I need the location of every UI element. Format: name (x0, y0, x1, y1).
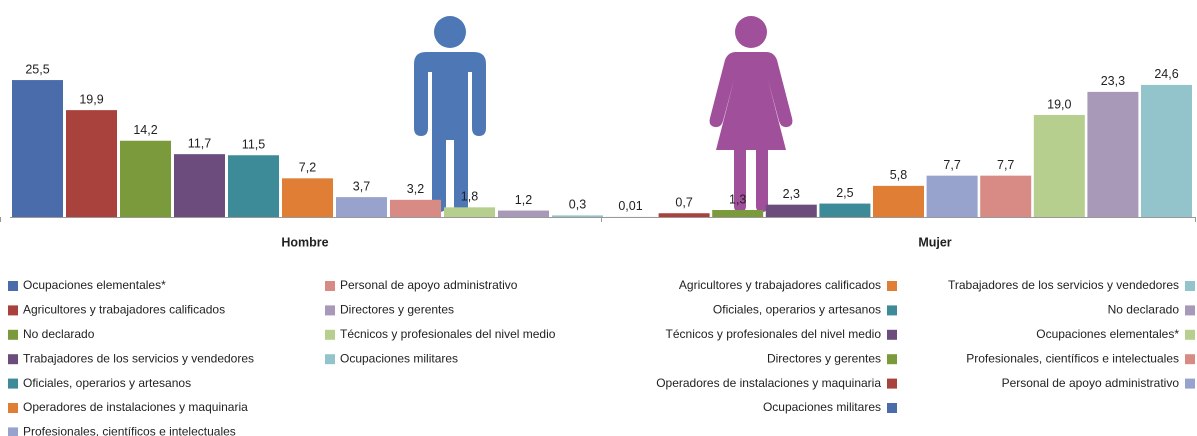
legend-label: Personal de apoyo administrativo (340, 278, 518, 292)
value-label: 14,2 (133, 123, 157, 137)
bar (12, 80, 63, 217)
bar (444, 207, 495, 217)
bar (174, 154, 225, 217)
legend-label: Ocupaciones elementales* (23, 278, 166, 292)
legend-swatch (325, 354, 335, 365)
value-label: 7,7 (943, 158, 960, 172)
panel-title: Mujer (918, 235, 951, 249)
legend-swatch (1185, 378, 1195, 389)
value-label: 25,5 (25, 62, 49, 76)
value-label: 7,2 (299, 161, 316, 175)
legend-label: Trabajadores de los servicios y vendedor… (948, 278, 1179, 292)
value-label: 24,6 (1154, 67, 1178, 81)
value-label: 19,9 (79, 92, 103, 106)
legend-label: Agricultores y trabajadores calificados (679, 278, 881, 292)
bar (552, 215, 603, 217)
legend-label: Oficiales, operarios y artesanos (23, 376, 191, 390)
legend-swatch (8, 403, 18, 413)
legend-swatch (8, 354, 18, 365)
bar (498, 210, 549, 217)
value-label: 1,3 (729, 192, 746, 206)
legend-label: Profesionales, científicos e intelectual… (23, 425, 236, 436)
bar (390, 199, 441, 217)
legend-swatch (325, 329, 335, 340)
legend-label: Profesionales, científicos e intelectual… (966, 351, 1179, 365)
value-label: 11,7 (188, 136, 211, 150)
legend-swatch (887, 378, 897, 389)
value-label: 5,8 (890, 168, 907, 182)
legend-swatch (325, 281, 335, 291)
legend-swatch (1185, 329, 1195, 340)
legend-label: Directores y gerentes (767, 351, 881, 365)
bar (658, 213, 710, 217)
value-label: 11,5 (242, 138, 265, 152)
value-label: 19,0 (1047, 97, 1071, 111)
legend-swatch (1185, 354, 1195, 365)
legend-label: No declarado (23, 327, 95, 341)
bar (66, 110, 117, 217)
value-label: 23,3 (1101, 74, 1125, 88)
legend-label: Ocupaciones militares (340, 351, 458, 365)
value-label: 0,7 (675, 196, 692, 210)
value-label: 2,3 (783, 187, 800, 201)
legend-swatch (887, 329, 897, 340)
legend-swatch (887, 403, 897, 413)
bar (1141, 84, 1192, 217)
legend-swatch (887, 281, 897, 291)
man-icon (414, 16, 486, 212)
legend-label: Técnicos y profesionales del nivel medio (666, 327, 882, 341)
woman-icon (709, 16, 793, 212)
legend-label: Técnicos y profesionales del nivel medio (340, 327, 556, 341)
legend-label: Trabajadores de los servicios y vendedor… (23, 351, 254, 365)
bar (1033, 114, 1085, 217)
legend-label: Agricultores y trabajadores calificados (23, 303, 225, 317)
bar (926, 175, 978, 217)
value-label: 3,2 (407, 182, 424, 196)
panel-title: Hombre (281, 235, 328, 249)
value-label: 1,8 (461, 190, 478, 204)
legend-label: Directores y gerentes (340, 303, 454, 317)
legend-label: Ocupaciones militares (763, 400, 881, 414)
value-label: 7,7 (997, 158, 1014, 172)
legend-label: Operadores de instalaciones y maquinaria (23, 400, 248, 414)
legend-swatch (8, 281, 18, 291)
bar (819, 203, 871, 217)
legend-swatch (8, 427, 18, 436)
value-label: 0,01 (618, 199, 642, 213)
bar (980, 175, 1032, 217)
legend-swatch (8, 329, 18, 340)
bar (336, 197, 387, 217)
legend-swatch (8, 378, 18, 389)
value-label: 1,2 (515, 193, 532, 207)
bar (712, 210, 764, 217)
legend-swatch (887, 305, 897, 316)
legend-label: No declarado (1108, 303, 1180, 317)
legend-swatch (1185, 281, 1195, 291)
legend-swatch (887, 354, 897, 365)
bar (1087, 91, 1139, 217)
bar (228, 155, 279, 217)
value-label: 3,7 (353, 179, 370, 193)
legend-label: Oficiales, operarios y artesanos (713, 303, 881, 317)
legend-label: Ocupaciones elementales* (1036, 327, 1179, 341)
legend-label: Personal de apoyo administrativo (1002, 376, 1180, 390)
value-label: 0,3 (569, 198, 586, 212)
legend-swatch (325, 305, 335, 316)
bar (873, 185, 924, 217)
value-label: 2,5 (836, 186, 853, 200)
legend-swatch (8, 305, 18, 316)
bar (282, 178, 333, 217)
bar (120, 140, 171, 217)
legend-label: Operadores de instalaciones y maquinaria (656, 376, 881, 390)
legend-swatch (1185, 305, 1195, 316)
bar (765, 204, 817, 217)
